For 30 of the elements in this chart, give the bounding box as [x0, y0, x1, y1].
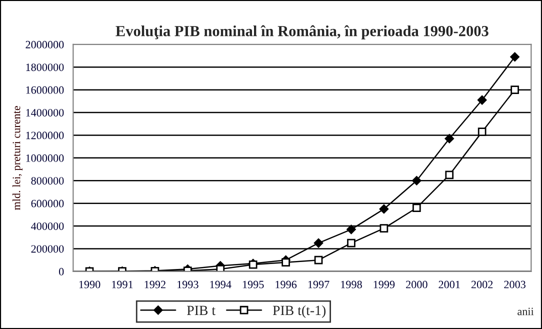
- x-tick-label: 2001: [438, 280, 460, 288]
- x-tick-label: 1999: [374, 280, 395, 288]
- y-tick-label: 200000: [31, 245, 64, 253]
- legend-label: PIB t(t-1): [272, 305, 326, 318]
- y-tick-label: 1000000: [26, 154, 64, 162]
- legend-label: PIB t: [187, 306, 216, 316]
- x-tick-label: 1992: [144, 280, 166, 288]
- x-tick-label: 1990: [79, 280, 100, 288]
- y-tick-label: 1200000: [26, 132, 64, 140]
- x-tick-label: 2000: [406, 280, 428, 288]
- y-tick-label: 2000000: [26, 40, 64, 48]
- y-tick-label: 400000: [31, 222, 64, 230]
- x-tick-label: 1998: [341, 280, 362, 288]
- x-tick-label: 2002: [471, 280, 493, 288]
- y-tick-label: 1400000: [26, 108, 64, 116]
- y-tick-label: 600000: [31, 200, 64, 208]
- y-tick-label: 0: [59, 268, 64, 276]
- x-tick-label: 2003: [504, 280, 526, 288]
- y-axis-title: mld. lei, preturi curente: [12, 106, 22, 210]
- x-tick-label: 1993: [178, 280, 198, 288]
- x-tick-label: 1996: [276, 280, 297, 288]
- x-tick-label: 1997: [308, 280, 330, 288]
- y-tick-label: 800000: [31, 177, 64, 185]
- x-tick-label: 1995: [242, 280, 264, 288]
- x-tick-label: 1994: [210, 280, 232, 288]
- y-tick-label: 1800000: [26, 64, 64, 72]
- y-tick-label: 1600000: [26, 86, 64, 94]
- chart-title: Evoluţia PIB nominal în România, în perioada 1990-2003: [116, 25, 488, 40]
- x-tick-label: 1991: [112, 280, 133, 288]
- x-axis-title: anii: [518, 308, 534, 316]
